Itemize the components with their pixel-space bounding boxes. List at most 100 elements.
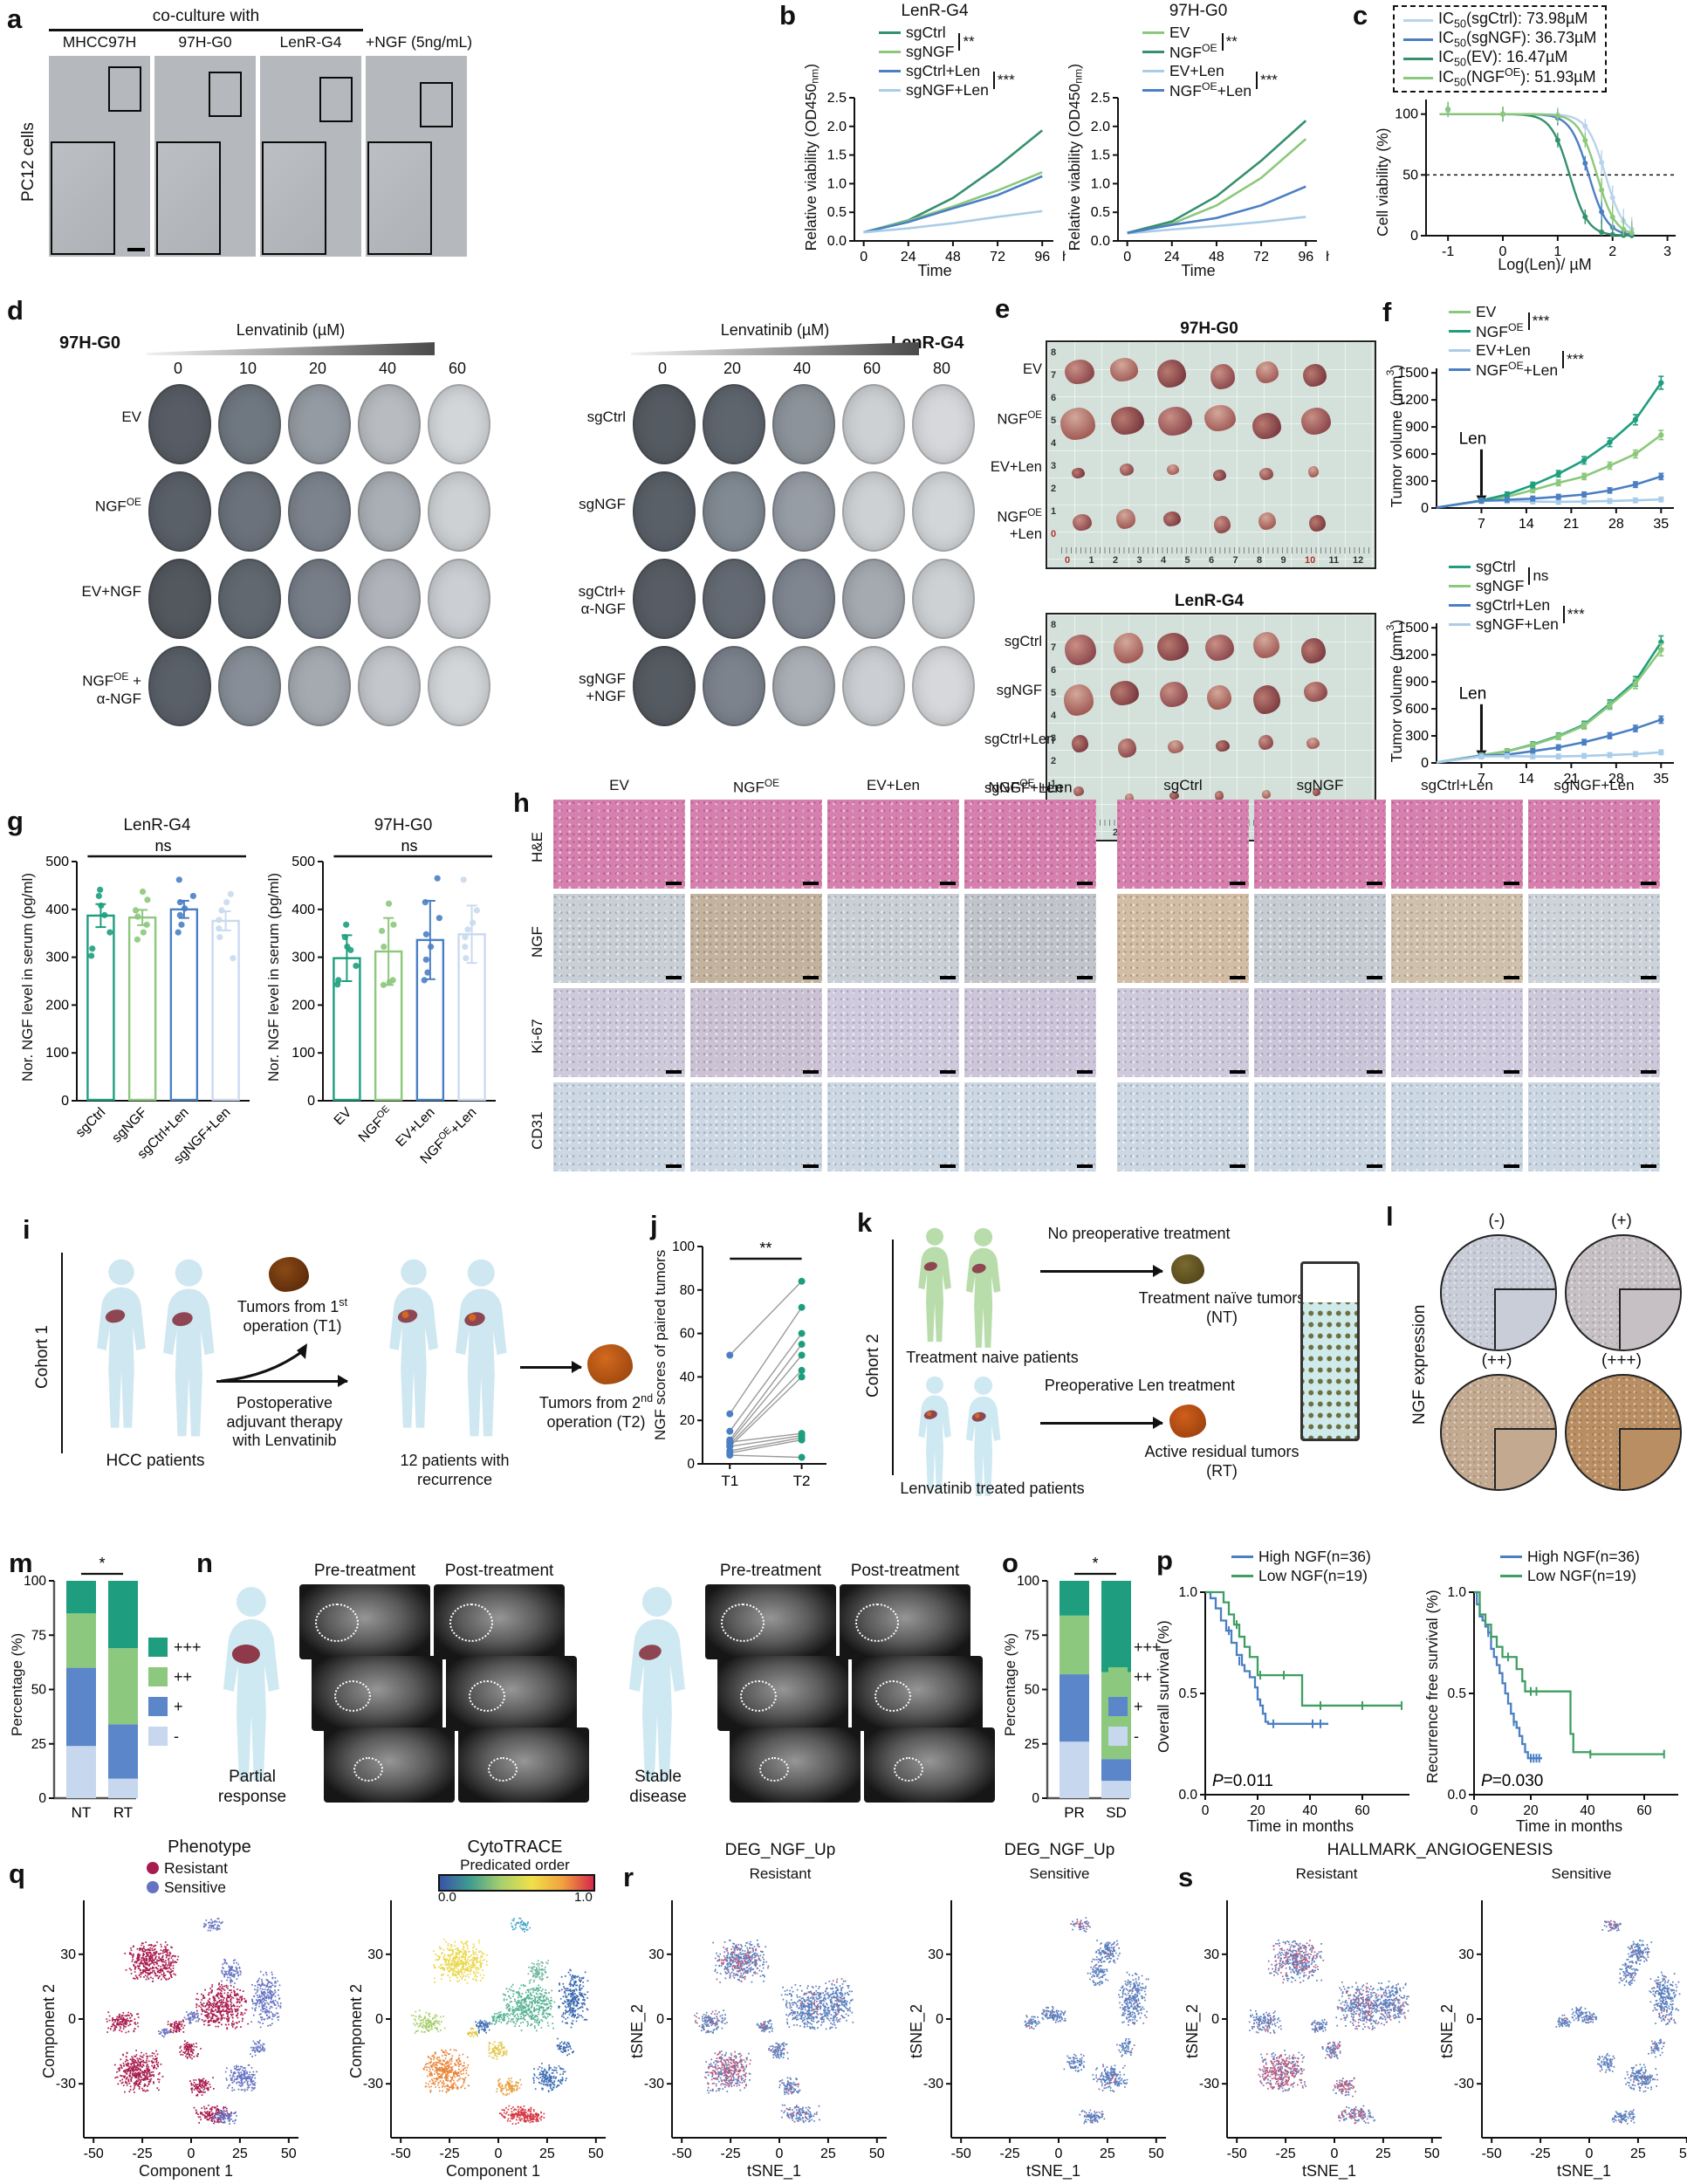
t1-tumor-blob	[269, 1257, 309, 1292]
legend-pair-items: sgCtrl+Len sgNGF+Len	[879, 61, 989, 100]
ruler-number-y: 6	[1051, 393, 1057, 403]
svg-text:0: 0	[375, 2012, 383, 2027]
km-legend: High NGF(n=36) Low NGF(n=19)	[1231, 1547, 1371, 1585]
significance-label: **	[958, 33, 975, 51]
vial-liquid	[1303, 1302, 1357, 1439]
ngf-expression-label: NGF expression	[1410, 1304, 1429, 1425]
ruler-number-y: 2	[1051, 756, 1057, 766]
legend-line-swatch	[1142, 88, 1164, 92]
svg-text:-25: -25	[1531, 2146, 1551, 2161]
legend-line-swatch	[1142, 50, 1164, 53]
legend-dot-swatch	[147, 1862, 159, 1874]
ihc-image	[827, 800, 959, 889]
legend-pair: EV+Len NGFOE+Len ***	[1142, 61, 1278, 100]
mri-image	[458, 1727, 589, 1803]
svg-text:28: 28	[1608, 772, 1624, 786]
ruler-number-x: 2	[1113, 828, 1119, 838]
svg-text:-1: -1	[1442, 244, 1454, 259]
gradient-triangle	[147, 342, 435, 355]
svg-text:EV: EV	[332, 1104, 355, 1128]
legend-pair: sgCtrl sgNGF **	[879, 23, 1015, 61]
svg-text:0: 0	[1471, 1803, 1478, 1818]
significance-label: ***	[1562, 351, 1584, 368]
treated-patient-figure	[918, 1376, 951, 1491]
chart-m0: Percentage (%) 0 25 50 75 100 NT RT * +++ ++ + -	[9, 1549, 202, 1824]
svg-text:1.0: 1.0	[1178, 1585, 1197, 1600]
legend-label: ++	[174, 1667, 193, 1686]
legend-label: sgNGF+Len	[1476, 615, 1559, 633]
svg-text:PR: PR	[1064, 1804, 1085, 1821]
tma-core-image	[1440, 1234, 1557, 1351]
ihc-image	[827, 1082, 959, 1171]
svg-text:28: 28	[1608, 517, 1624, 532]
tumor-specimen	[1113, 633, 1143, 664]
y-axis-label: tSNE_2	[1183, 2003, 1201, 2059]
chart-title: LenR-G4	[123, 816, 191, 834]
ihc-image	[553, 988, 685, 1077]
svg-text:-25: -25	[133, 2146, 153, 2161]
rt-arrow	[1040, 1417, 1163, 1429]
legend-item: sgCtrl	[1449, 557, 1524, 576]
tumor-outline-circle	[759, 1757, 789, 1782]
svg-text:60: 60	[1636, 1803, 1652, 1818]
tumor-specimen	[1124, 793, 1134, 803]
x-axis-label: tSNE_1	[1025, 2162, 1081, 2180]
deg-ngf-up-title: DEG_NGF_Up	[1004, 1841, 1115, 1859]
colorbar-tick-min: 0.0	[438, 1890, 456, 1905]
scale-bar	[666, 1164, 682, 1168]
svg-text:sgCtrl: sgCtrl	[73, 1105, 109, 1141]
svg-text:1200: 1200	[1397, 648, 1429, 663]
colony-well	[703, 646, 765, 726]
panel-i-cohort1-schematic: i Cohort 1 HCC patients Tumors from 1st ope…	[7, 1209, 653, 1501]
legend-label: Resistant	[164, 1858, 228, 1877]
svg-text:60: 60	[1354, 1803, 1370, 1818]
panel-q-letter: q	[9, 1858, 25, 1889]
legend-square-swatch	[1108, 1667, 1128, 1686]
tumor-outline-circle	[855, 1604, 899, 1642]
svg-text:50: 50	[1402, 168, 1418, 182]
tumor-specimen	[1156, 633, 1189, 661]
y-axis-label: NGF scores of paired tumors	[652, 1249, 669, 1441]
legend-label: ++	[1134, 1667, 1153, 1686]
chart-s0: tSNE_2 -30 0 30 -50 -25 0 25 50 tSNE_1	[1178, 1892, 1449, 2180]
lenvatinib-gradient-label: Lenvatinib (µM)	[720, 321, 830, 339]
dose-label: 20	[308, 360, 327, 377]
ihc-image	[827, 988, 959, 1077]
phenotype-legend: Resistant Sensitive	[147, 1858, 228, 1897]
svg-text:*: *	[99, 1555, 105, 1572]
tumor-specimen	[1255, 361, 1279, 384]
chart-r0: tSNE_2 -30 0 30 -50 -25 0 25 50 tSNE_1	[623, 1892, 894, 2180]
legend-line-swatch	[879, 88, 901, 92]
tumor-specimen	[1207, 685, 1232, 711]
legend-label: NGFOE	[1476, 321, 1524, 340]
y-axis-label: Component 2	[347, 1983, 365, 2079]
svg-text:50: 50	[1679, 2146, 1687, 2161]
tumor-specimen	[1302, 364, 1327, 388]
mri-image	[840, 1584, 970, 1659]
legend-label: sgCtrl+Len	[906, 61, 981, 79]
naive-patient-figure	[918, 1227, 951, 1343]
legend-pair-items: EV NGFOE	[1142, 23, 1217, 61]
mri-image	[705, 1584, 836, 1659]
mri-image	[434, 1584, 565, 1659]
ruler-number-y: 6	[1051, 665, 1057, 676]
y-axis-label: Component 2	[40, 1983, 58, 2079]
ihc-image	[964, 800, 1096, 889]
mri-image	[864, 1727, 995, 1803]
legend-label: High NGF(n=36)	[1527, 1547, 1640, 1565]
rt-tumor-blob	[1169, 1404, 1206, 1438]
svg-text:0.5: 0.5	[1091, 205, 1110, 220]
panel-b-letter: b	[779, 0, 796, 31]
svg-text:0: 0	[188, 2146, 195, 2161]
legend-pair: sgCtrl+Len sgNGF+Len ***	[1449, 595, 1585, 634]
legend-item: +	[1108, 1692, 1162, 1721]
svg-text:900: 900	[1405, 675, 1429, 690]
x-axis-label: Time in months	[1246, 1817, 1354, 1835]
tumor-specimen	[1071, 735, 1088, 752]
preop-len-label: Preoperative Len treatment	[1044, 1377, 1236, 1394]
cohort-bracket-line	[892, 1240, 894, 1475]
treated-caption: Lenvatinib treated patients	[900, 1480, 1085, 1497]
legend-pair: sgCtrl sgNGF ns	[1449, 557, 1585, 595]
region-box	[209, 72, 242, 117]
